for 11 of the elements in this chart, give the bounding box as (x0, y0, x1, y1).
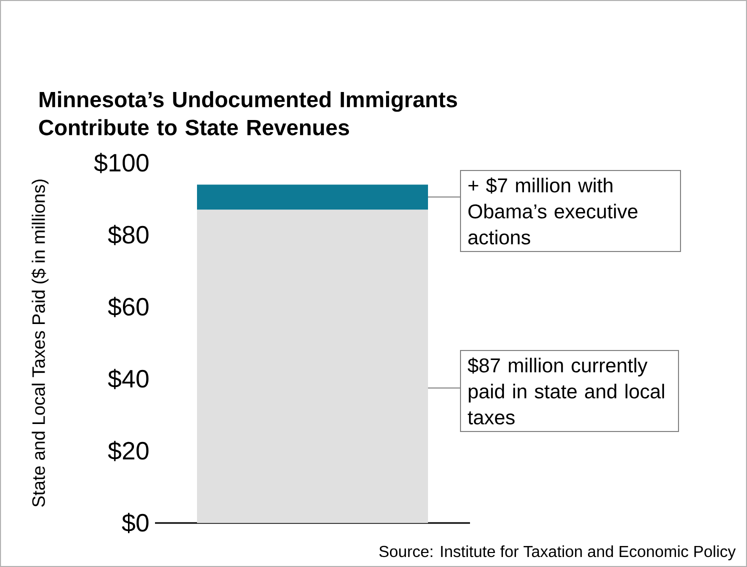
text: $87 million currently paid in state and local taxes (468, 357, 664, 424)
chart-title: Minnesota’s Undocumented Immigrants Contribute to State Revenues (39, 91, 457, 136)
y-tick-label: $100 (94, 152, 148, 174)
text: + $7 million with Obama’s executive actions (468, 177, 638, 244)
y-tick-label: $40 (108, 368, 148, 390)
y-axis-title: State and Local Taxes Paid ($ in millions) (31, 180, 49, 507)
y-tick-label: $20 (108, 440, 148, 462)
source-note: Source: Institute for Taxation and Economic Policy (379, 545, 736, 560)
y-tick-label: $60 (108, 296, 148, 318)
y-tick-label: $0 (122, 512, 148, 534)
y-tick-label: $80 (108, 224, 148, 246)
